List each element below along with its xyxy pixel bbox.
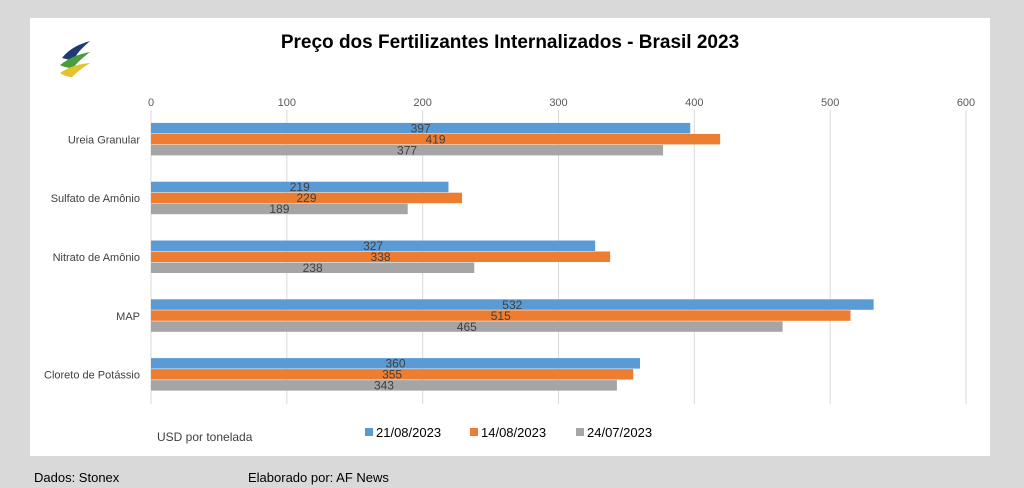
data-label: 397 xyxy=(411,121,431,135)
x-tick-label: 0 xyxy=(148,97,154,109)
bar xyxy=(151,251,611,262)
leaf-logo-icon xyxy=(60,41,90,77)
bar xyxy=(151,380,617,391)
bar xyxy=(151,181,449,193)
data-label: 515 xyxy=(491,309,511,323)
category-label: Cloreto de Potássio xyxy=(44,370,140,382)
bar xyxy=(151,122,691,134)
author-note: Elaborado por: AF News xyxy=(248,470,389,485)
bar xyxy=(151,144,664,156)
data-label: 532 xyxy=(502,298,522,312)
data-label: 465 xyxy=(457,320,477,334)
legend-swatch xyxy=(576,428,584,436)
legend-swatch xyxy=(470,428,478,436)
chart-title: Preço dos Fertilizantes Internalizados -… xyxy=(281,32,739,53)
legend-entry: 21/08/2023 xyxy=(376,425,441,440)
bar xyxy=(151,299,874,310)
legend-entry: 24/07/2023 xyxy=(587,425,652,440)
bar xyxy=(151,203,408,215)
bar xyxy=(151,358,640,369)
data-label: 419 xyxy=(426,132,446,146)
data-label: 355 xyxy=(382,368,402,382)
bar xyxy=(151,133,721,145)
legend-entry: 14/08/2023 xyxy=(481,425,546,440)
x-tick-label: 200 xyxy=(413,97,431,109)
data-label: 327 xyxy=(363,239,383,253)
data-label: 238 xyxy=(303,261,323,275)
bar xyxy=(151,369,634,380)
unit-note: USD por tonelada xyxy=(157,430,253,444)
source-note: Dados: Stonex xyxy=(34,470,120,485)
data-label: 189 xyxy=(269,202,289,216)
category-label: MAP xyxy=(116,311,140,323)
legend-swatch xyxy=(365,428,373,436)
data-label: 229 xyxy=(297,191,317,205)
data-label: 338 xyxy=(371,250,391,264)
chart-panel: Preço dos Fertilizantes Internalizados -… xyxy=(30,18,990,456)
bar xyxy=(151,192,463,204)
bar xyxy=(151,262,475,273)
bar xyxy=(151,310,851,321)
data-label: 343 xyxy=(374,379,394,393)
x-tick-label: 400 xyxy=(685,97,703,109)
data-label: 377 xyxy=(397,143,417,157)
data-label: 360 xyxy=(385,357,405,371)
category-label: Sulfato de Amônio xyxy=(51,193,140,205)
x-tick-label: 300 xyxy=(549,97,567,109)
category-label: Ureia Granular xyxy=(68,134,140,146)
x-tick-label: 100 xyxy=(278,97,296,109)
bar-chart: Preço dos Fertilizantes Internalizados -… xyxy=(44,32,975,444)
data-label: 219 xyxy=(290,180,310,194)
category-label: Nitrato de Amônio xyxy=(53,252,140,264)
bar xyxy=(151,321,783,332)
x-tick-label: 500 xyxy=(821,97,839,109)
x-tick-label: 600 xyxy=(957,97,975,109)
bar xyxy=(151,240,596,251)
